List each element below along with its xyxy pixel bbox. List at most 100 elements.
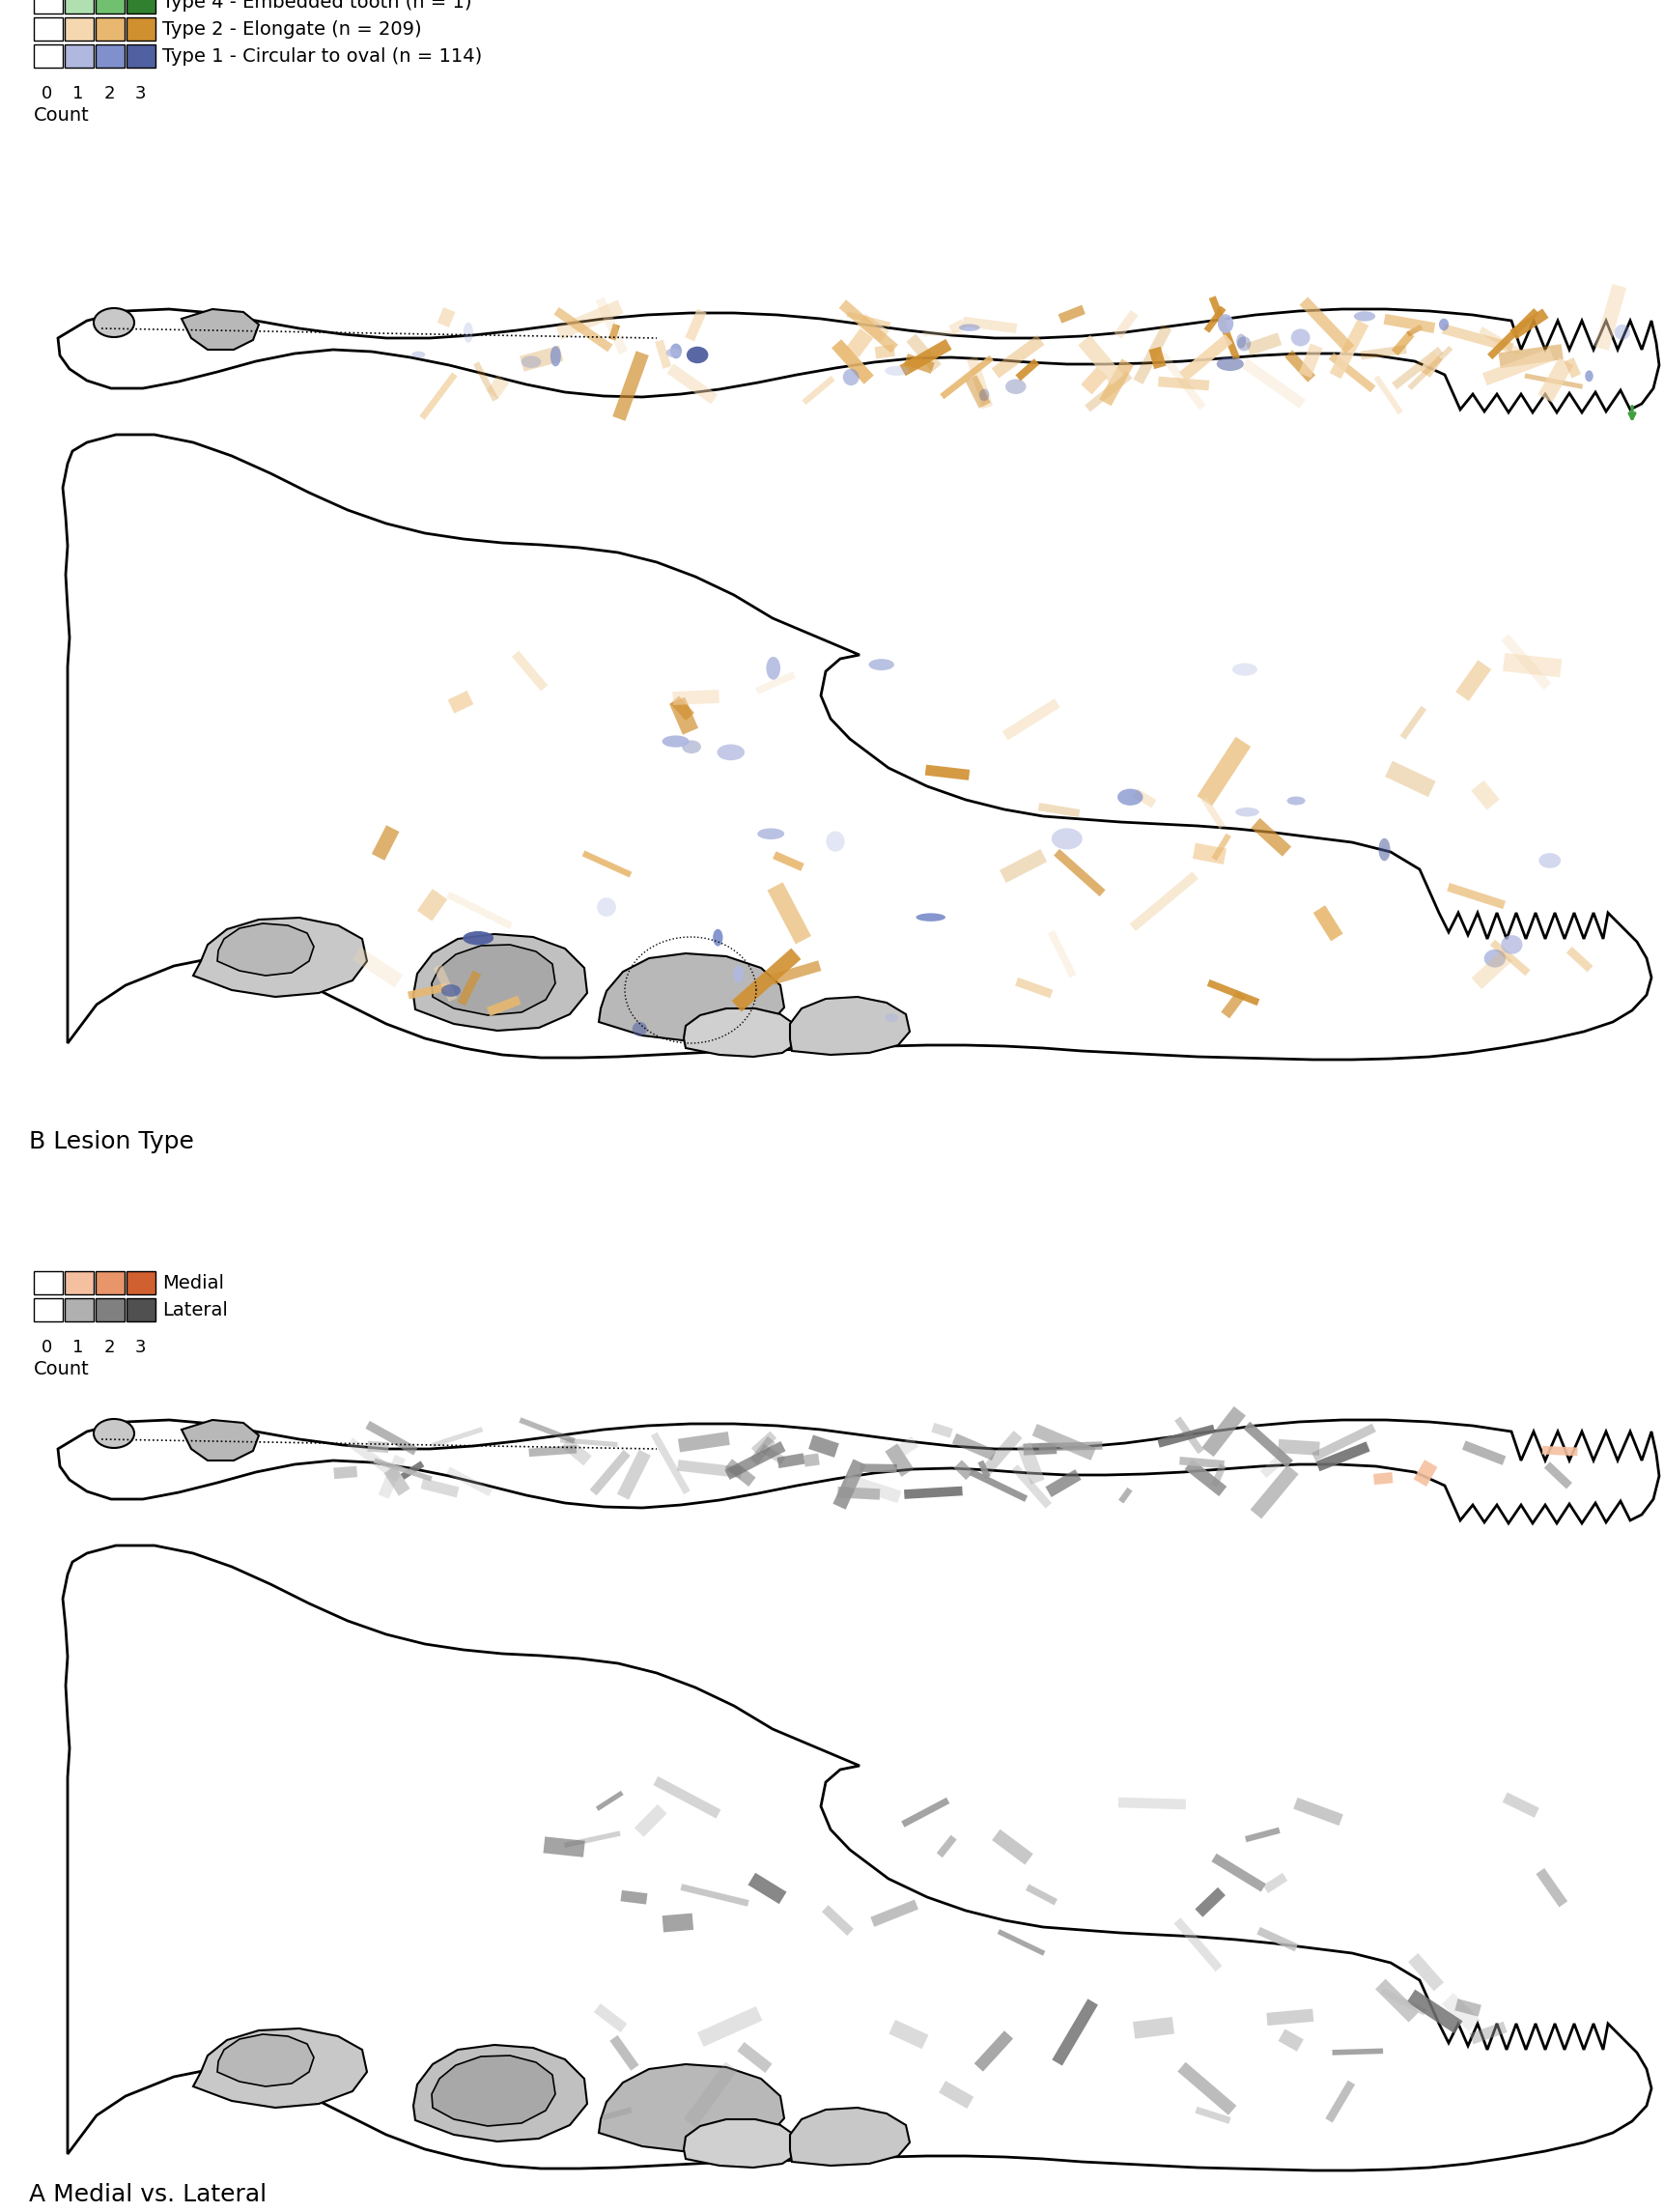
Polygon shape (839, 299, 897, 354)
Bar (33, 1272, 63, 1294)
Polygon shape (1210, 1464, 1225, 1486)
Ellipse shape (463, 931, 493, 945)
Ellipse shape (842, 369, 859, 385)
Ellipse shape (669, 343, 681, 358)
Polygon shape (930, 1422, 952, 1438)
Polygon shape (654, 338, 671, 369)
Polygon shape (900, 1798, 948, 1827)
Polygon shape (1566, 947, 1592, 971)
Polygon shape (998, 849, 1047, 883)
Polygon shape (519, 1418, 576, 1444)
Polygon shape (1148, 347, 1165, 369)
Ellipse shape (1353, 312, 1374, 321)
Polygon shape (662, 1913, 694, 1933)
Polygon shape (1156, 1425, 1215, 1447)
Polygon shape (1328, 352, 1374, 392)
Ellipse shape (93, 307, 135, 336)
Polygon shape (1191, 843, 1226, 865)
Polygon shape (1243, 1422, 1293, 1467)
Polygon shape (1098, 358, 1133, 407)
Polygon shape (789, 998, 909, 1055)
Polygon shape (1266, 2008, 1313, 2026)
Polygon shape (559, 1438, 617, 1447)
Ellipse shape (666, 347, 681, 358)
Polygon shape (724, 1460, 755, 1486)
Polygon shape (1441, 1993, 1479, 2031)
Polygon shape (672, 690, 719, 706)
Text: A Medial vs. Lateral: A Medial vs. Lateral (28, 2183, 266, 2205)
Polygon shape (1047, 931, 1077, 978)
Polygon shape (681, 1885, 749, 1907)
Polygon shape (804, 1453, 819, 1467)
Polygon shape (967, 356, 992, 409)
Bar (65, 18, 93, 40)
Polygon shape (1359, 345, 1406, 361)
Polygon shape (433, 964, 456, 1002)
Ellipse shape (1483, 949, 1504, 967)
Polygon shape (181, 1420, 258, 1460)
Ellipse shape (1538, 854, 1559, 867)
Polygon shape (1195, 1887, 1225, 1918)
Polygon shape (1538, 358, 1572, 403)
Polygon shape (1541, 1447, 1577, 1455)
Polygon shape (1058, 305, 1085, 323)
Polygon shape (1260, 1451, 1288, 1478)
Ellipse shape (869, 659, 894, 670)
Polygon shape (1413, 1460, 1436, 1486)
Bar (65, 1272, 93, 1294)
Polygon shape (346, 1438, 403, 1482)
Polygon shape (1471, 949, 1511, 989)
Polygon shape (1037, 803, 1080, 816)
Polygon shape (371, 825, 399, 860)
Polygon shape (1298, 296, 1353, 354)
Text: Type 1 - Circular to oval (n = 114): Type 1 - Circular to oval (n = 114) (161, 46, 483, 64)
Polygon shape (353, 947, 403, 987)
Polygon shape (438, 307, 454, 327)
Polygon shape (905, 334, 940, 372)
Polygon shape (857, 314, 889, 343)
Polygon shape (962, 316, 1017, 334)
Ellipse shape (463, 323, 473, 343)
Text: 2: 2 (103, 1338, 115, 1356)
Polygon shape (845, 327, 872, 358)
Polygon shape (418, 889, 448, 920)
Polygon shape (1503, 653, 1561, 677)
Polygon shape (58, 310, 1659, 411)
Polygon shape (1015, 358, 1038, 380)
Bar (33, 44, 63, 69)
Polygon shape (1201, 796, 1225, 830)
Polygon shape (1158, 352, 1205, 409)
Bar (126, 1298, 155, 1321)
Polygon shape (1373, 1473, 1393, 1484)
Ellipse shape (1231, 664, 1256, 675)
Polygon shape (1469, 2022, 1506, 2044)
Bar (95, 1272, 125, 1294)
Text: 0: 0 (42, 84, 53, 102)
Polygon shape (1509, 307, 1548, 338)
Polygon shape (599, 953, 784, 1042)
Polygon shape (1471, 781, 1499, 810)
Polygon shape (1406, 325, 1423, 336)
Polygon shape (837, 1486, 880, 1500)
Polygon shape (421, 1478, 459, 1498)
Polygon shape (1536, 1869, 1567, 1907)
Polygon shape (458, 971, 481, 1006)
Polygon shape (609, 323, 619, 341)
Polygon shape (1195, 2106, 1230, 2124)
Ellipse shape (682, 741, 701, 754)
Polygon shape (978, 1431, 1022, 1478)
Polygon shape (1293, 1798, 1343, 1825)
Polygon shape (767, 883, 810, 945)
Polygon shape (473, 361, 498, 403)
Ellipse shape (1290, 330, 1310, 347)
Polygon shape (940, 356, 993, 398)
Polygon shape (1203, 305, 1225, 334)
Ellipse shape (1584, 369, 1592, 383)
Polygon shape (1379, 1989, 1426, 2015)
Polygon shape (1278, 2028, 1303, 2051)
Polygon shape (1173, 1416, 1203, 1453)
Polygon shape (364, 1420, 418, 1455)
Polygon shape (511, 650, 547, 690)
Polygon shape (737, 2042, 772, 2073)
Text: Type 2 - Elongate (n = 209): Type 2 - Elongate (n = 209) (161, 20, 421, 38)
